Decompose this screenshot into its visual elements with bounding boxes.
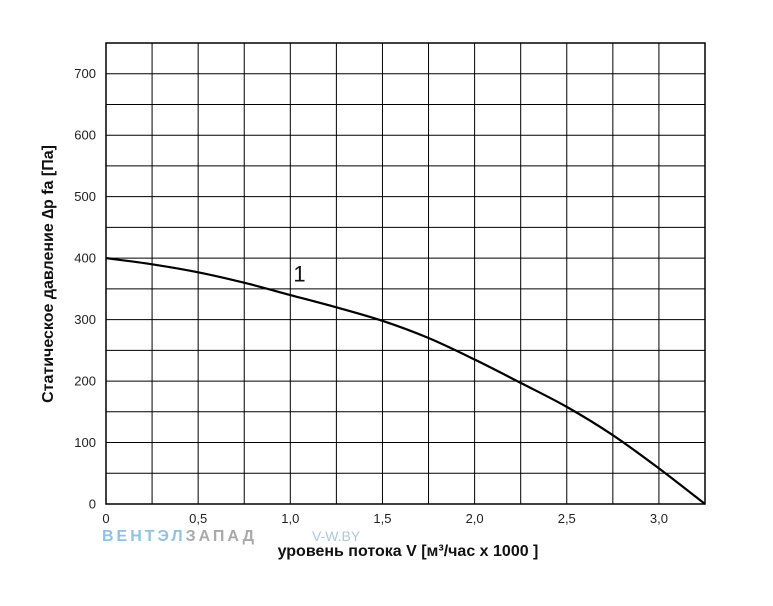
x-tick-label: 1,5 xyxy=(373,511,391,526)
x-tick-label: 0 xyxy=(102,511,109,526)
x-tick-label: 2,5 xyxy=(558,511,576,526)
series-label-1: 1 xyxy=(293,262,305,287)
x-tick-label: 0,5 xyxy=(189,511,207,526)
x-axis-label: уровень потока V [м³/час x 1000 ] xyxy=(278,543,539,560)
grid xyxy=(106,43,705,504)
x-tick-label: 2,0 xyxy=(466,511,484,526)
x-tick-labels: 0 0,5 1,0 1,5 2,0 2,5 3,0 xyxy=(102,511,668,526)
y-tick-label: 400 xyxy=(74,251,96,266)
series-line-1 xyxy=(105,257,706,505)
y-tick-label: 100 xyxy=(74,435,96,450)
y-tick-label: 600 xyxy=(74,128,96,143)
watermark: ВЕНТЭЛЗАПАД xyxy=(102,528,257,545)
y-tick-label: 700 xyxy=(74,66,96,81)
watermark-part1: ВЕНТЭЛ xyxy=(102,528,186,545)
y-tick-label: 300 xyxy=(74,312,96,327)
y-tick-label: 0 xyxy=(89,497,96,512)
y-tick-label: 500 xyxy=(74,189,96,204)
plot-frame xyxy=(105,42,706,505)
x-tick-label: 1,0 xyxy=(281,511,299,526)
annotations: 1 xyxy=(293,262,305,287)
x-tick-label: 3,0 xyxy=(650,511,668,526)
watermark-part2: ЗАПАД xyxy=(186,528,257,545)
y-tick-label: 200 xyxy=(74,374,96,389)
y-axis-label: Статическое давление ∆p fa [Па] xyxy=(40,145,57,403)
y-tick-labels: 0 100 200 300 400 500 600 700 xyxy=(74,66,96,511)
watermark-site: V-W.BY xyxy=(312,528,361,544)
